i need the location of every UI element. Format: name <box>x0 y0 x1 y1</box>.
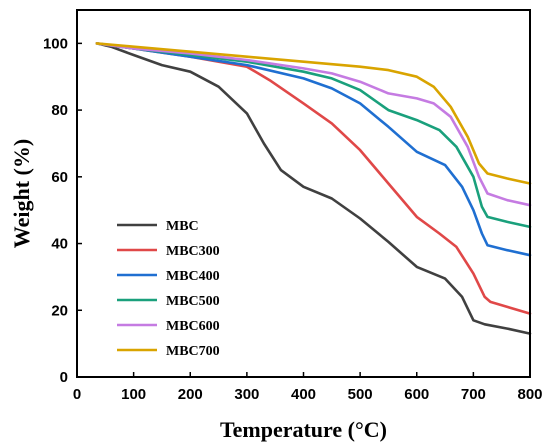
y-tick-label: 20 <box>51 302 68 319</box>
series-line-mbc400 <box>95 42 532 257</box>
series-line-mbc600 <box>95 42 532 207</box>
series-line-mbc <box>95 42 532 335</box>
legend-label-mbc300: MBC300 <box>166 244 220 259</box>
legend-label-mbc600: MBC600 <box>166 319 220 334</box>
legend: MBC MBC300 MBC400 MBC500 MBC600 MBC700 <box>117 219 220 359</box>
y-tick-label: 0 <box>60 369 68 386</box>
series-line-mbc700 <box>95 42 532 185</box>
y-tick-label: 80 <box>51 102 68 119</box>
series-line-mbc300 <box>95 42 532 315</box>
x-tick-label: 200 <box>178 386 203 403</box>
x-tick-label: 100 <box>121 386 146 403</box>
legend-label-mbc400: MBC400 <box>166 269 220 284</box>
x-tick-label: 800 <box>517 386 542 403</box>
x-tick-label: 700 <box>461 386 486 403</box>
legend-label-mbc500: MBC500 <box>166 294 220 309</box>
x-tick-label: 0 <box>73 386 81 403</box>
x-axis-title: Temperature (°C) <box>220 417 387 442</box>
y-axis-title: Weight (%) <box>9 139 34 248</box>
legend-label-mbc700: MBC700 <box>166 344 220 359</box>
axis-ticks: 0 100 200 300 400 500 600 700 800 0 20 40 60 80 100 <box>43 35 543 403</box>
y-tick-label: 40 <box>51 236 68 253</box>
y-tick-label: 100 <box>43 35 68 52</box>
x-tick-label: 500 <box>348 386 373 403</box>
legend-label-mbc: MBC <box>166 219 199 234</box>
x-tick-label: 400 <box>291 386 316 403</box>
x-tick-label: 300 <box>234 386 259 403</box>
plot-frame <box>76 9 531 378</box>
y-tick-label: 60 <box>51 169 68 186</box>
x-tick-label: 600 <box>404 386 429 403</box>
series-lines <box>95 42 532 335</box>
series-line-mbc500 <box>95 42 532 229</box>
